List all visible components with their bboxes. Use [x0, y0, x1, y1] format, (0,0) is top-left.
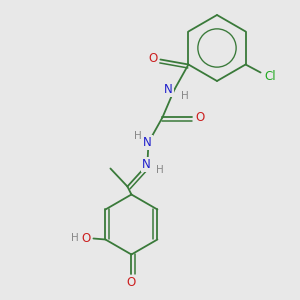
Text: O: O — [196, 111, 205, 124]
Text: N: N — [142, 158, 151, 171]
Text: H: H — [134, 131, 141, 142]
Text: O: O — [127, 276, 136, 289]
Text: N: N — [143, 136, 152, 149]
Text: H: H — [155, 166, 163, 176]
Text: N: N — [164, 83, 173, 96]
Text: Cl: Cl — [265, 70, 276, 83]
Text: H: H — [70, 233, 78, 244]
Text: O: O — [149, 52, 158, 65]
Text: H: H — [181, 92, 188, 101]
Text: O: O — [82, 232, 91, 245]
